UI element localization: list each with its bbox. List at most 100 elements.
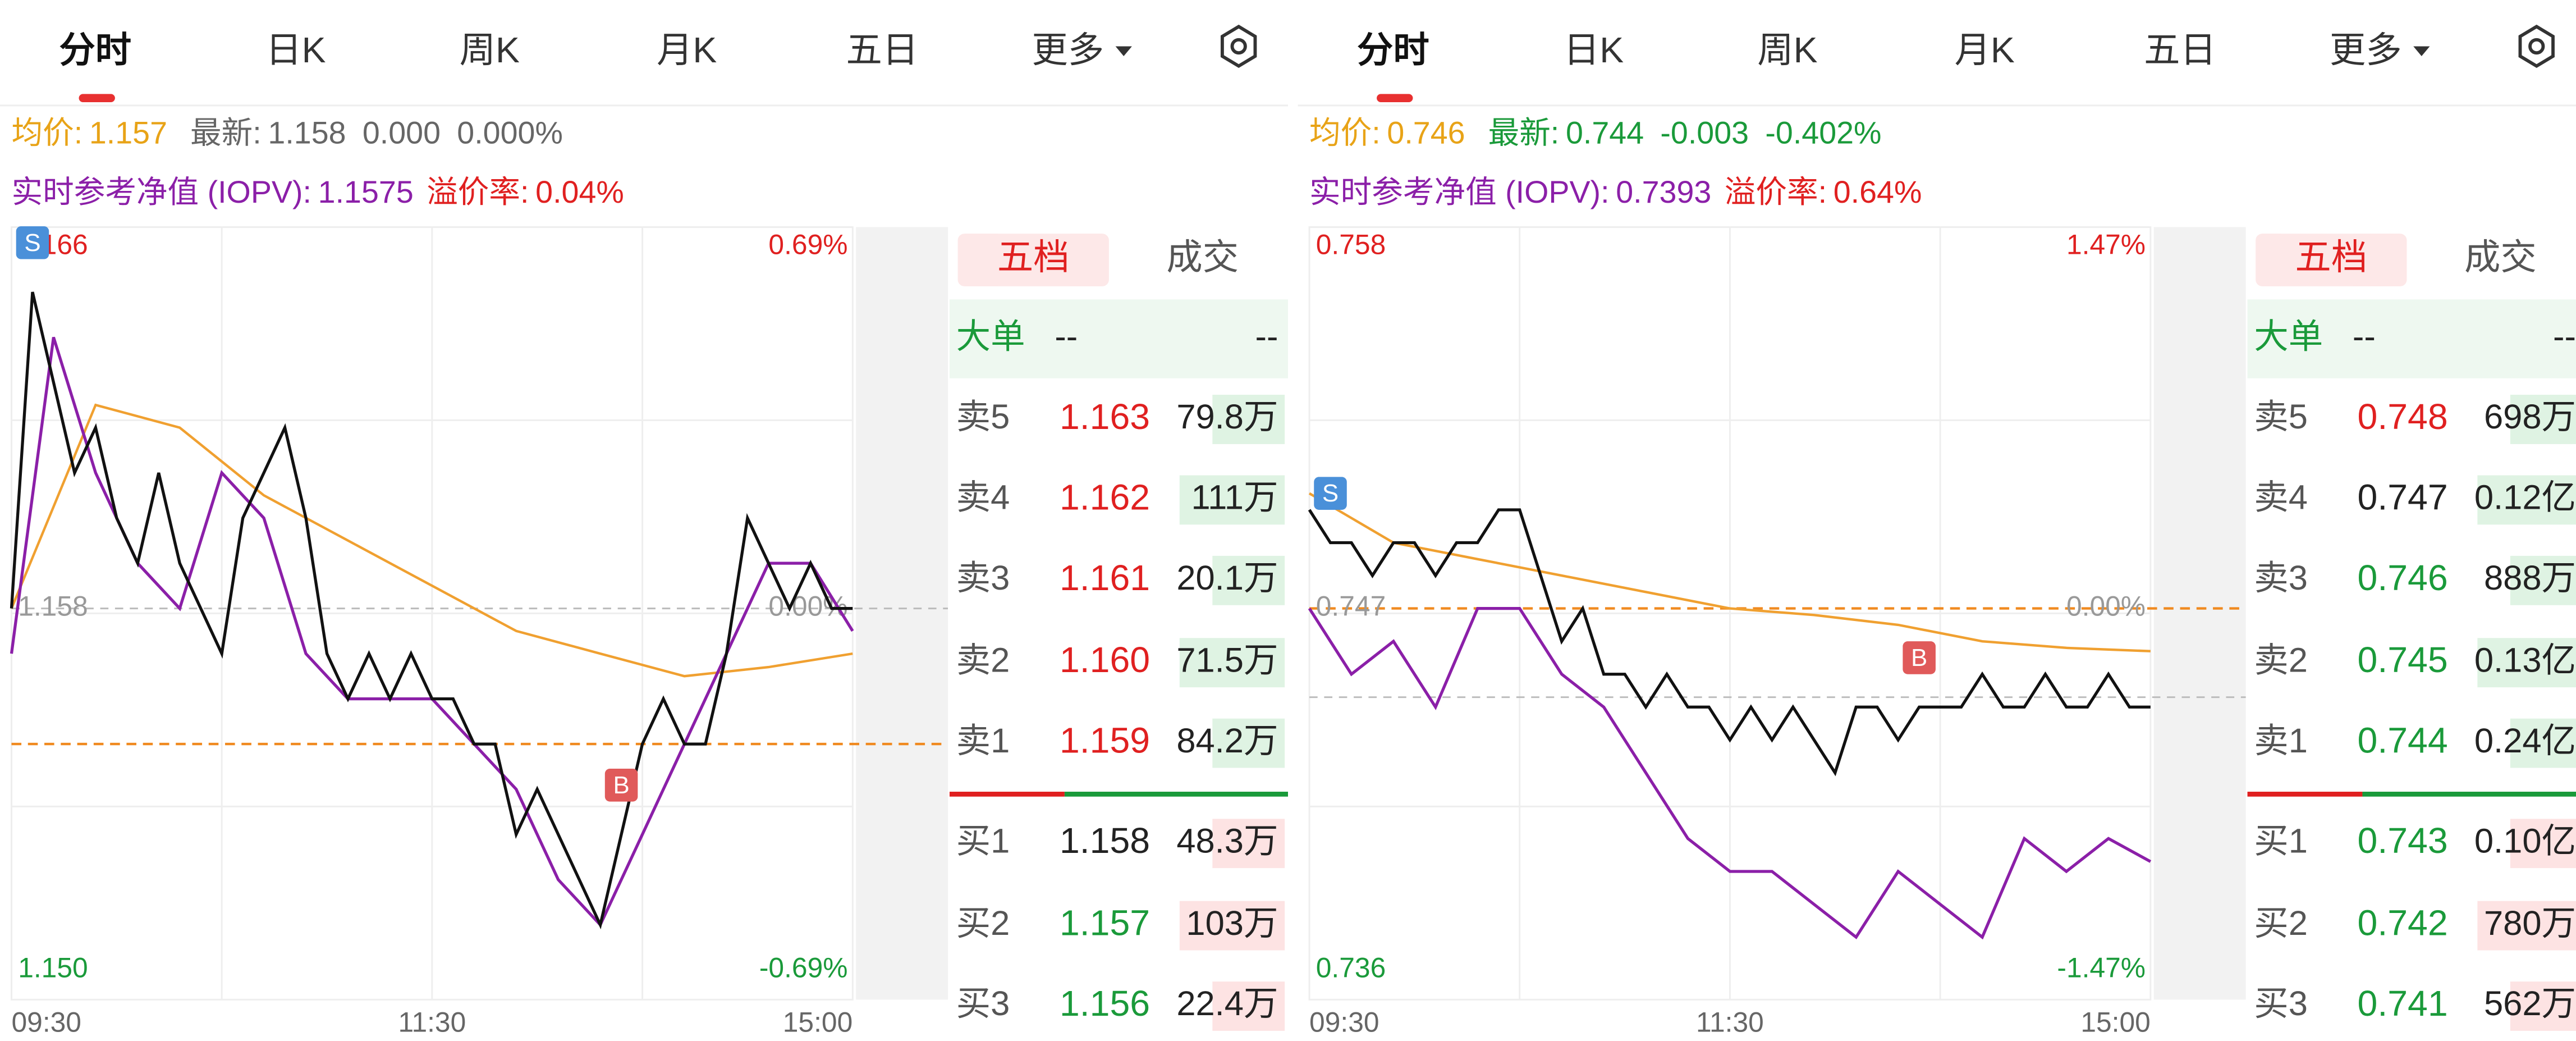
settings-icon[interactable] (1220, 24, 1257, 69)
info-change: 0.000 (363, 115, 441, 150)
pct-label: 1.47% (2066, 229, 2146, 261)
dropdown-arrow (2413, 46, 2430, 57)
pct-label: 0.00% (768, 591, 847, 622)
tab[interactable]: 更多 (1032, 30, 1104, 70)
big-order-label: 大单 (2254, 317, 2323, 356)
book-tab[interactable]: 成交 (1166, 237, 1239, 277)
big-order-label: 大单 (956, 317, 1025, 356)
level-label: 卖4 (956, 478, 1010, 517)
level-volume: 0.13亿 (2474, 641, 2576, 679)
tab[interactable]: 分时 (1357, 30, 1429, 70)
level-label: 买1 (956, 821, 1010, 860)
info-premium-label: 溢价率: (1725, 175, 1827, 209)
level-volume: 111万 (1191, 478, 1278, 517)
tab[interactable]: 日K (265, 30, 326, 70)
book-tab[interactable]: 五档 (2295, 237, 2367, 277)
info-avg: 0.746 (1387, 115, 1465, 150)
level-volume: 780万 (2484, 904, 2576, 943)
y-tick-label: 0.758 (1316, 229, 1386, 261)
tab[interactable]: 月K (1955, 30, 2015, 70)
book-tab[interactable]: 成交 (2464, 237, 2537, 277)
level-volume: 22.4万 (1176, 984, 1278, 1023)
pct-label: -1.47% (2057, 952, 2146, 984)
big-order-value: -- (1055, 317, 1078, 356)
level-price: 1.157 (1060, 903, 1150, 943)
level-label: 卖3 (956, 559, 1010, 597)
settings-icon[interactable] (2518, 24, 2555, 69)
volume-bar (2510, 555, 2576, 605)
tab[interactable]: 五日 (846, 30, 919, 70)
trade-marker-label: S (24, 229, 40, 257)
volume-bar (1212, 819, 1285, 869)
level-label: 买3 (956, 984, 1010, 1023)
volume-bar (2477, 475, 2576, 525)
after-hours-strip (2153, 227, 2246, 1000)
level-volume: 71.5万 (1176, 641, 1278, 679)
book-tab[interactable]: 五档 (997, 237, 1070, 277)
x-tick-label: 11:30 (398, 1006, 466, 1038)
big-order-value: -- (1255, 317, 1278, 356)
level-volume: 562万 (2484, 984, 2576, 1023)
big-order-value: -- (2353, 317, 2376, 356)
big-order-bg (2247, 299, 2576, 378)
volume-bar (1179, 638, 1285, 688)
x-tick-label: 15:00 (2080, 1006, 2151, 1038)
volume-bar (1212, 718, 1285, 768)
tab[interactable]: 更多 (2330, 30, 2402, 70)
settings-icon-dot (1230, 38, 1247, 55)
tab[interactable]: 月K (657, 30, 717, 70)
info-row: 实时参考净值 (IOPV): 1.1575 溢价率: 0.04% (11, 175, 624, 209)
level-price: 0.741 (2358, 983, 2448, 1024)
after-hours-strip (856, 227, 948, 1000)
volume-bar (1179, 901, 1285, 951)
level-volume: 20.1万 (1176, 559, 1278, 597)
level-label: 卖1 (956, 722, 1010, 760)
level-price: 0.742 (2358, 903, 2448, 943)
trade-marker (1903, 641, 1936, 674)
level-price: 1.162 (1060, 477, 1150, 517)
tab[interactable]: 周K (460, 30, 520, 70)
info-change-pct: -0.402% (1765, 115, 1881, 150)
info-avg-label: 均价: (11, 115, 82, 150)
trade-marker (604, 769, 638, 802)
level-price: 0.744 (2358, 720, 2448, 761)
volume-bar (2510, 395, 2576, 444)
avg-line (10, 403, 853, 678)
info-latest-label: 最新: (1488, 115, 1560, 150)
info-change-pct: 0.000% (457, 115, 563, 150)
level-price: 0.743 (2358, 820, 2448, 861)
level-volume: 698万 (2484, 398, 2576, 436)
y-tick-label: 0.747 (1316, 591, 1386, 622)
volume-bar (2510, 981, 2576, 1031)
level-label: 买3 (2254, 984, 2308, 1023)
level-volume: 0.10亿 (2474, 821, 2576, 860)
volume-bar (2510, 718, 2576, 768)
level-label: 卖4 (2254, 478, 2308, 517)
level-price: 1.159 (1060, 720, 1150, 761)
level-price: 0.747 (2358, 477, 2448, 517)
dropdown-arrow (1115, 46, 1132, 57)
big-order-bg (949, 299, 1288, 378)
pct-label: 0.69% (768, 229, 847, 261)
level-volume: 888万 (2484, 559, 2576, 597)
level-volume: 0.12亿 (2474, 478, 2576, 517)
level-label: 买2 (2254, 904, 2308, 943)
tab[interactable]: 周K (1757, 30, 1817, 70)
level-volume: 0.24亿 (2474, 722, 2576, 760)
info-premium: 0.04% (535, 175, 624, 209)
info-premium: 0.64% (1834, 175, 1922, 209)
info-row: 实时参考净值 (IOPV): 0.7393 溢价率: 0.64% (1309, 175, 1922, 209)
tab[interactable]: 分时 (59, 30, 131, 70)
info-iopv-label: 实时参考净值 (IOPV): (1309, 175, 1609, 209)
info-premium-label: 溢价率: (427, 175, 529, 209)
settings-icon-dot (2528, 38, 2545, 55)
tab[interactable]: 五日 (2144, 30, 2216, 70)
price-line (10, 291, 853, 930)
info-iopv-label: 实时参考净值 (IOPV): (11, 175, 311, 209)
trade-marker (16, 226, 49, 259)
tab[interactable]: 日K (1564, 30, 1624, 70)
volume-bar (1212, 981, 1285, 1031)
